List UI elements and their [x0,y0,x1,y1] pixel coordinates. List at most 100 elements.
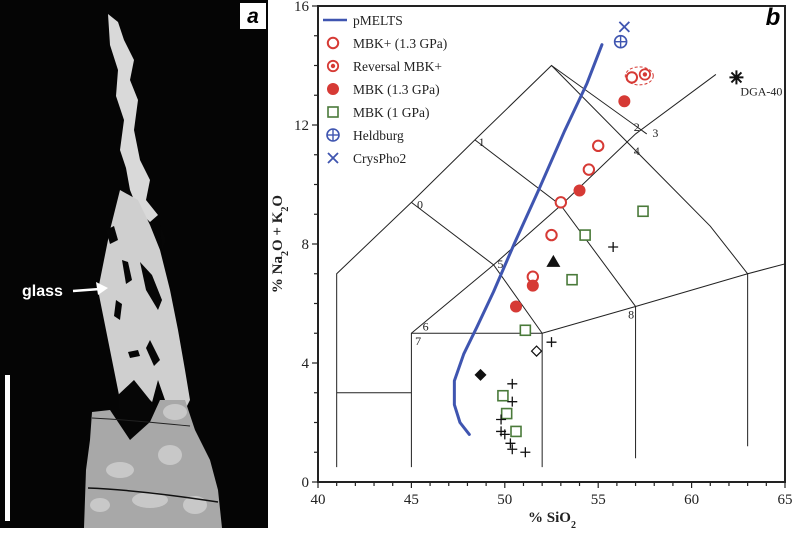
x-tick-label: 60 [684,492,699,508]
y-tick-label: 12 [294,118,309,134]
series-mbk-1-3-gpa [526,71,639,283]
open-circle-marker [625,71,639,84]
filled-circle-marker [510,300,523,313]
data-point [554,196,568,209]
legend-label: MBK (1.3 GPa) [353,82,440,97]
series-pmelts [452,43,604,436]
tas-field-boundaries [336,64,785,468]
legend-item: Reversal MBK+ [326,59,442,74]
x-tick-label: 55 [591,492,606,508]
tas-field-boundary [411,201,543,334]
data-point [500,407,513,420]
data-point [573,184,586,197]
crack-line [87,487,219,503]
x-axis-label: % SiO2 [528,510,576,528]
filled-circle-marker [526,279,539,292]
tas-field-boundary [551,65,648,135]
y-tick-label: 16 [294,0,310,15]
data-point [608,241,619,252]
lower-crystal-region [84,400,222,528]
panel-label-box [240,3,266,29]
y-tick-label: 8 [302,237,310,253]
tas-field-label: 2 [634,120,640,134]
scale-bar [5,375,10,521]
series-cryspho2 [618,21,630,33]
y-tick-label: 4 [302,356,310,372]
plus-marker [507,396,518,407]
open-circle-marker [554,196,568,209]
plus-marker [546,337,557,348]
plus-marker [505,438,516,449]
data-point [474,368,487,381]
data-point [507,378,518,389]
data-point [579,229,591,241]
data-series: DGA-40 [452,21,782,458]
series-unlabeled-filled-triangle [546,254,561,267]
open-square-marker [579,229,591,241]
plot-frame [317,5,786,483]
series-unlabeled-filled-diamond [474,368,487,381]
x-tick-label: 40 [311,492,326,508]
open-circle-marker [582,163,596,176]
legend-item: MBK (1 GPa) [327,105,430,120]
open-circle-marker [545,228,558,242]
data-point [520,447,531,458]
legend-label: pMELTS [353,13,403,28]
data-point [637,205,649,218]
open-square-marker [566,273,578,286]
open-square-marker [497,389,509,402]
data-point [519,324,532,337]
micrograph-panel: a glass [0,0,268,528]
data-point [566,273,578,286]
panel-label-b: b [766,4,781,31]
data-point [530,345,543,357]
data-point [618,21,630,33]
data-point [546,337,557,348]
filled-triangle-marker [546,254,561,267]
open-circle-marker [326,36,340,50]
legend-label: CrysPho2 [353,151,406,166]
open-circle-marker [592,139,605,153]
tas-field-label: 6 [423,319,429,333]
data-point [592,139,605,153]
lower-crystal-mottling [90,404,207,514]
legend: pMELTS MBK+ (1.3 GPa) Reversal MBK+ MBK (1.… [323,13,447,166]
data-point [613,34,628,49]
tas-field-label: 5 [497,257,503,271]
tas-field-label: 3 [652,126,658,140]
glass-region [98,190,190,420]
series-mbk-1-3-gpa [510,95,631,313]
legend-label: MBK+ (1.3 GPa) [353,36,447,51]
y-tick-label: 0 [302,475,310,491]
plus-marker [496,414,507,425]
data-point [526,279,539,292]
x-marker [327,152,339,164]
tas-field-label: 1 [479,135,485,149]
glass-annotation: glass [22,283,63,300]
filled-circle-marker [573,184,586,197]
data-point [729,70,744,85]
series-reversal-mbk [624,66,654,86]
legend-item: MBK (1.3 GPa) [327,82,440,97]
tas-field-boundary [336,64,785,468]
open-diamond-marker [530,345,543,357]
filled-circle-marker [618,95,631,108]
data-point [618,95,631,108]
plus-marker [520,447,531,458]
open-square-marker [327,106,339,118]
tas-field-label: 0 [417,197,423,211]
series-mbk-1-gpa [497,205,649,438]
double-circle-center [330,63,336,69]
reversal-highlight-ellipse [624,66,654,86]
data-point [625,71,639,84]
legend-item: pMELTS [323,13,403,28]
legend-item: CrysPho2 [327,151,406,166]
legend-label: MBK (1 GPa) [353,105,430,120]
plus-marker [507,378,518,389]
data-point [638,68,652,81]
legend-item: Heldburg [326,128,404,143]
x-marker [618,21,630,33]
legend-item: MBK+ (1.3 GPa) [326,36,447,51]
